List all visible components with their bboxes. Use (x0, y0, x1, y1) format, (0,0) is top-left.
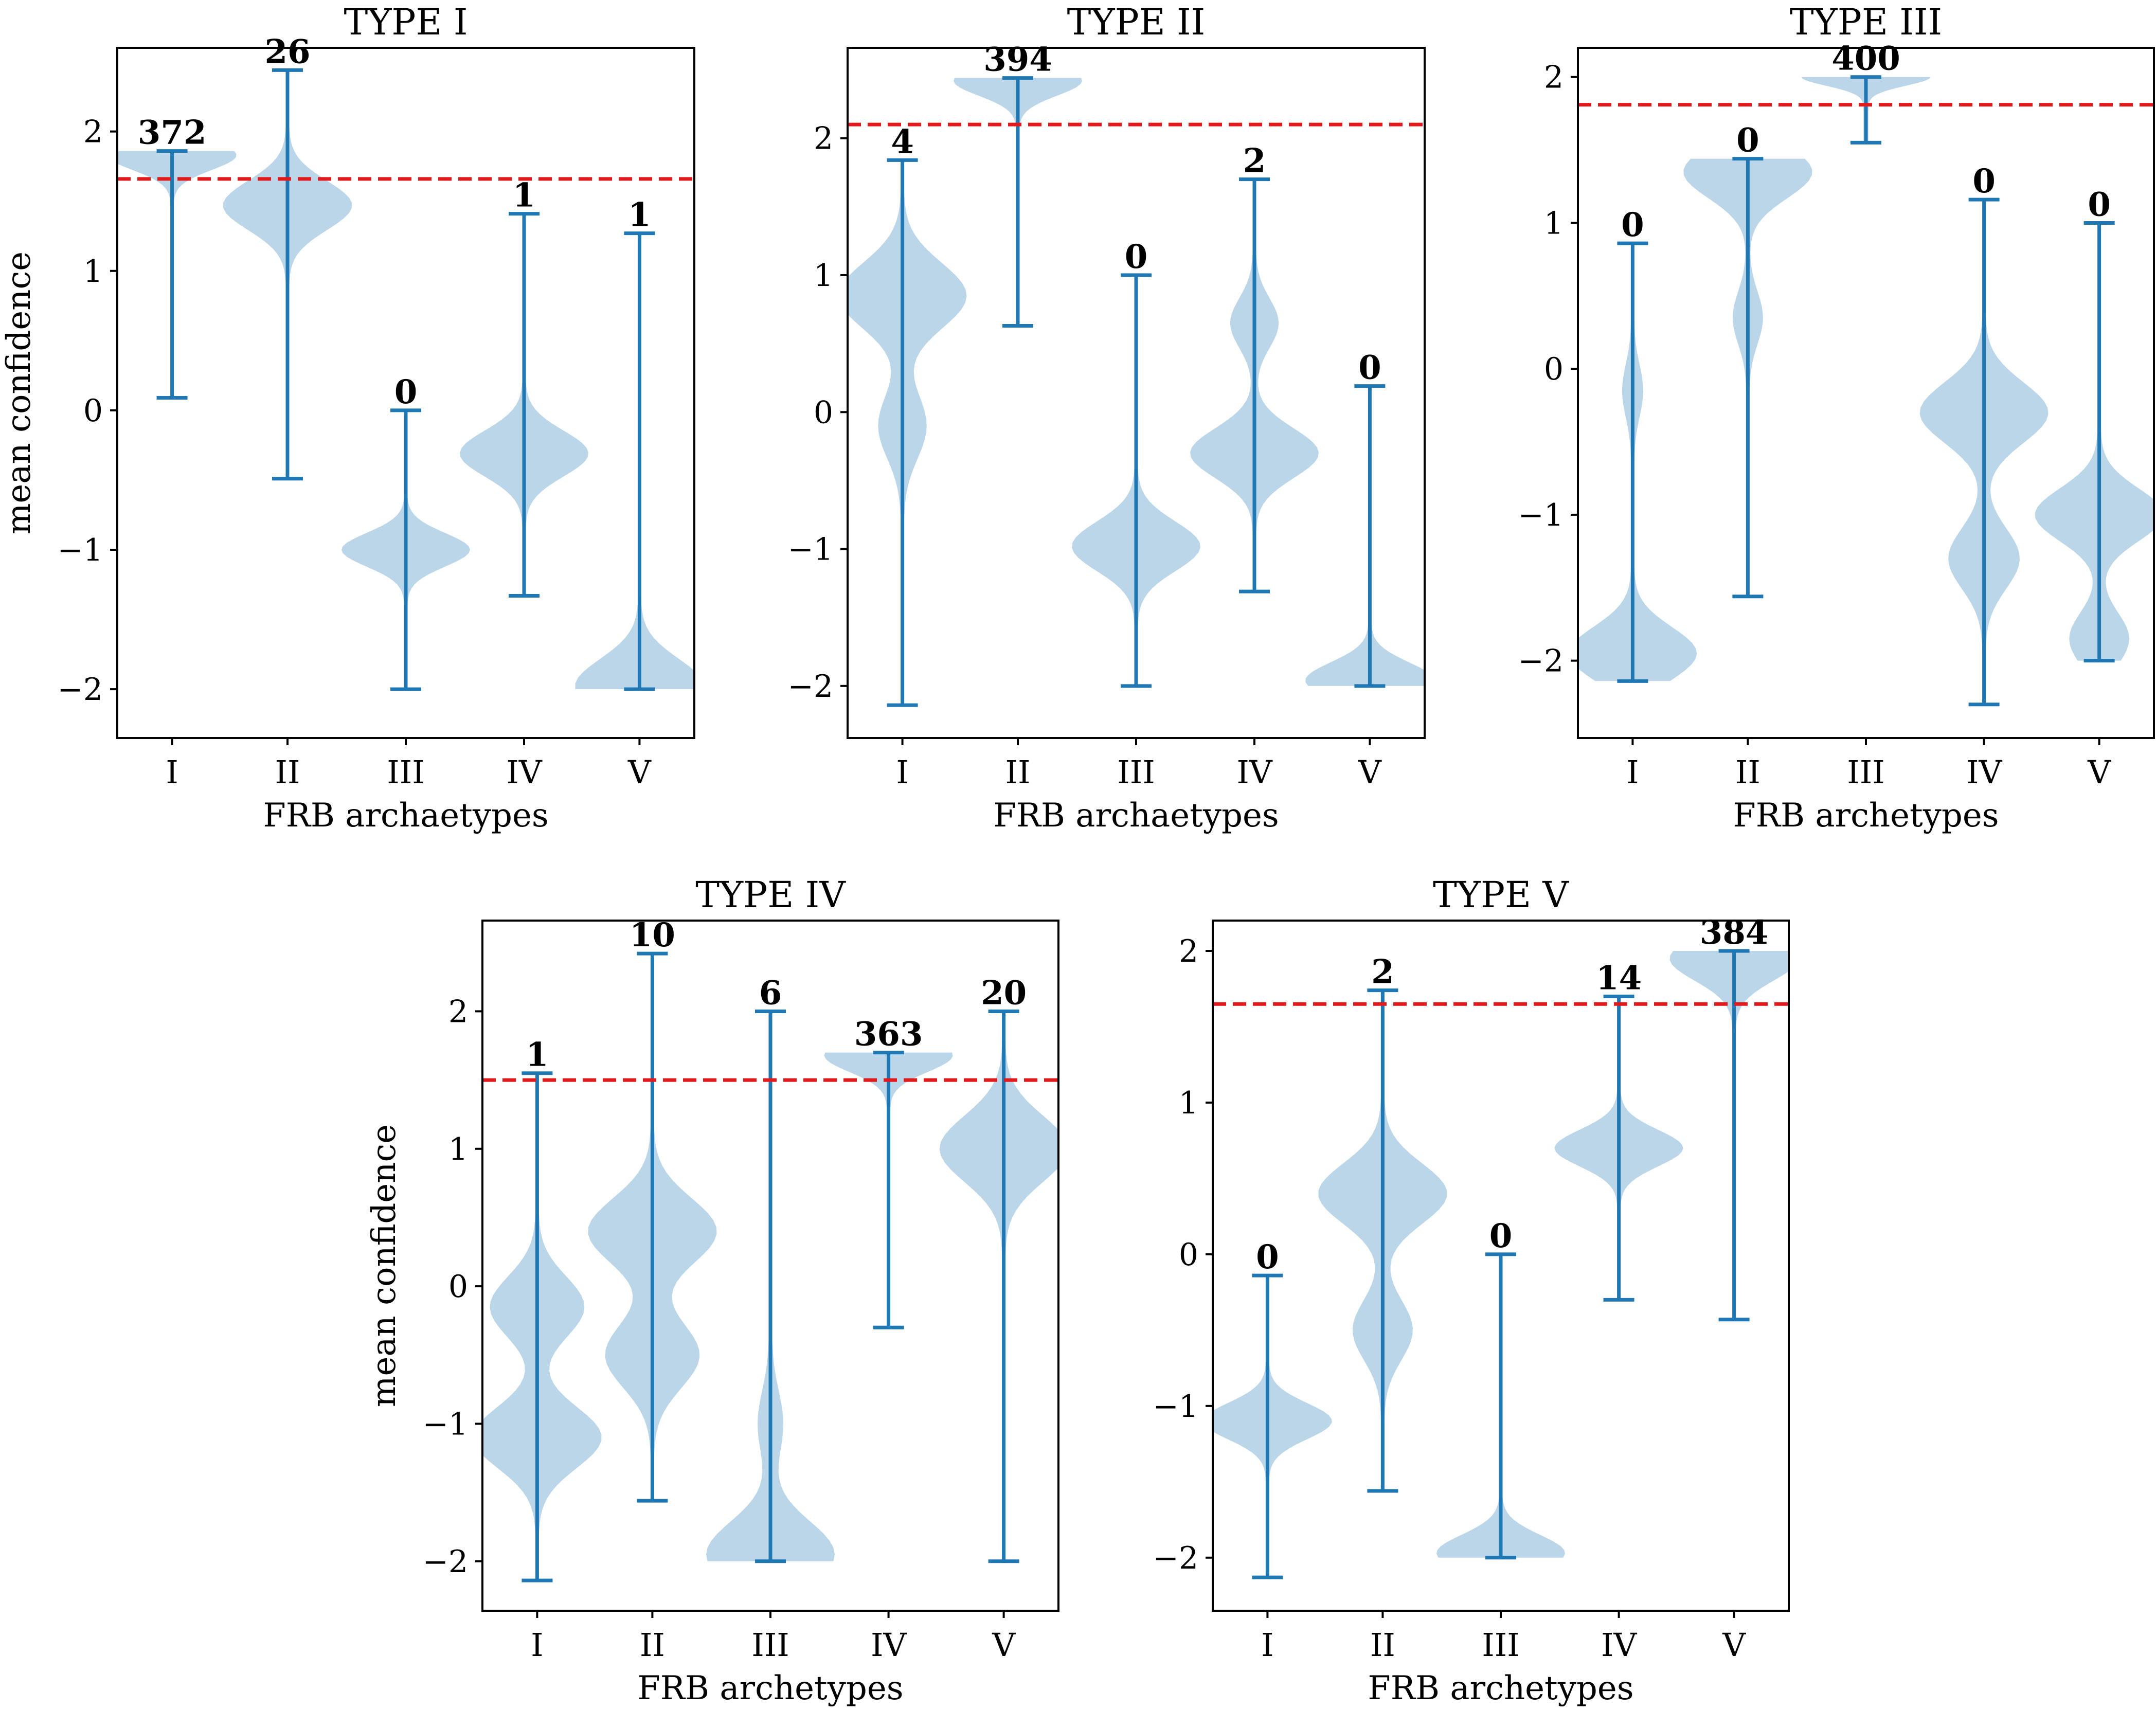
y-tick-label: 1 (814, 258, 833, 294)
panel-title: TYPE V (1433, 874, 1569, 916)
x-tick-label-II: II (1005, 753, 1030, 791)
count-label-I: 1 (526, 1036, 549, 1074)
x-tick-label-III: III (387, 753, 424, 791)
panel-title: TYPE IV (695, 874, 846, 916)
violin-body-I (482, 1073, 602, 1581)
y-tick-label: 2 (814, 121, 833, 157)
y-tick-label: 0 (814, 394, 833, 430)
x-tick-label-III: III (1482, 1626, 1519, 1664)
x-tick-label-II: II (1370, 1626, 1395, 1664)
count-label-II: 10 (630, 916, 675, 955)
x-axis-label: FRB archetypes (1733, 797, 1999, 835)
panel-title: TYPE III (1790, 1, 1942, 43)
x-tick-label-IV: IV (506, 753, 542, 791)
y-tick-label: 2 (1544, 60, 1564, 96)
x-tick-label-I: I (531, 1626, 544, 1664)
x-axis-label: FRB archaetypes (263, 797, 548, 835)
count-label-V: 0 (1358, 349, 1381, 387)
y-tick-label: −1 (1153, 1389, 1198, 1425)
y-tick-label: −2 (1153, 1540, 1198, 1576)
y-tick-label: −1 (423, 1406, 468, 1442)
violin-body-I (1578, 243, 1697, 681)
x-tick-label-V: V (1722, 1626, 1746, 1664)
y-tick-label: 0 (1544, 351, 1564, 387)
x-tick-label-V: V (1358, 753, 1382, 791)
count-label-IV: 14 (1596, 959, 1642, 997)
x-tick-label-V: V (2087, 753, 2111, 791)
y-tick-label: 0 (448, 1269, 468, 1305)
y-tick-label: 1 (83, 254, 103, 290)
violin-body-V (2035, 223, 2154, 661)
count-label-V: 0 (2088, 185, 2111, 224)
count-label-III: 0 (394, 373, 418, 411)
count-label-I: 4 (891, 122, 914, 161)
count-label-I: 0 (1256, 1238, 1279, 1276)
y-tick-label: 2 (83, 114, 103, 150)
x-tick-label-IV: IV (1236, 753, 1272, 791)
y-tick-label: 2 (448, 994, 468, 1030)
x-tick-label-V: V (627, 753, 652, 791)
count-label-V: 384 (1700, 913, 1769, 952)
y-tick-label: −2 (58, 672, 103, 708)
x-axis-label: FRB archaetypes (993, 797, 1279, 835)
x-axis-label: FRB archetypes (637, 1669, 903, 1707)
count-label-III: 0 (1125, 238, 1148, 276)
y-tick-label: −2 (423, 1544, 468, 1580)
x-tick-label-II: II (1735, 753, 1760, 791)
y-tick-label: −2 (1518, 643, 1564, 679)
violin-body-V (939, 1011, 1058, 1561)
x-tick-label-I: I (166, 753, 178, 791)
x-tick-label-II: II (275, 753, 300, 791)
y-tick-label: −1 (58, 532, 103, 568)
count-label-III: 6 (759, 974, 782, 1012)
y-tick-label: 1 (448, 1131, 468, 1167)
x-axis-label: FRB archetypes (1368, 1669, 1633, 1707)
count-label-I: 372 (138, 114, 207, 152)
x-tick-label-V: V (992, 1626, 1016, 1664)
count-label-V: 1 (628, 196, 651, 235)
x-tick-label-III: III (1847, 753, 1884, 791)
x-tick-label-I: I (896, 753, 909, 791)
x-tick-label-II: II (640, 1626, 665, 1664)
count-label-II: 2 (1371, 953, 1394, 992)
count-label-III: 0 (1489, 1217, 1513, 1255)
x-tick-label-IV: IV (1601, 1626, 1637, 1664)
y-tick-label: 1 (1544, 205, 1564, 241)
violin-body-I (848, 160, 967, 706)
y-tick-label: 1 (1179, 1085, 1198, 1121)
y-axis-label: mean confidence (365, 1124, 403, 1407)
y-axis-label: mean confidence (0, 251, 38, 534)
y-tick-label: −2 (788, 669, 833, 705)
count-label-IV: 1 (513, 176, 536, 215)
y-tick-label: −1 (1518, 497, 1564, 533)
y-tick-label: 2 (1179, 933, 1198, 969)
panel-title: TYPE I (344, 1, 468, 43)
x-tick-label-IV: IV (1966, 753, 2002, 791)
count-label-II: 26 (264, 32, 310, 71)
x-tick-label-I: I (1261, 1626, 1274, 1664)
y-tick-label: 0 (1179, 1237, 1198, 1273)
x-tick-label-III: III (1117, 753, 1155, 791)
count-label-I: 0 (1621, 206, 1644, 244)
count-label-III: 400 (1831, 40, 1900, 78)
count-label-II: 394 (983, 41, 1052, 79)
count-label-IV: 363 (854, 1015, 923, 1054)
count-label-IV: 0 (1972, 162, 1996, 201)
count-label-V: 20 (981, 974, 1027, 1012)
y-tick-label: 0 (83, 393, 103, 429)
count-label-II: 0 (1736, 121, 1759, 160)
x-tick-label-III: III (751, 1626, 789, 1664)
x-tick-label-I: I (1626, 753, 1639, 791)
panel-title: TYPE II (1067, 1, 1206, 43)
y-tick-label: −1 (788, 532, 833, 568)
violin-body-I (1213, 1275, 1332, 1578)
x-tick-label-IV: IV (871, 1626, 907, 1664)
count-label-IV: 2 (1243, 142, 1266, 181)
